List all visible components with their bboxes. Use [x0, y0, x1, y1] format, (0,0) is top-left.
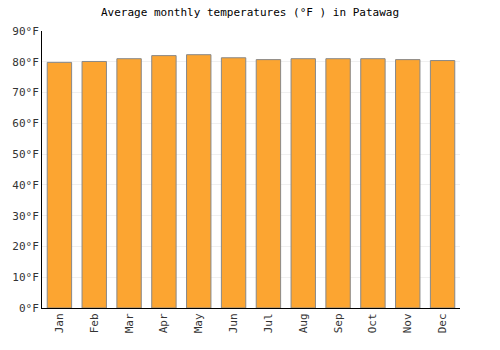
svg-text:90°F: 90°F: [12, 25, 39, 38]
svg-text:May: May: [192, 313, 205, 333]
svg-text:50°F: 50°F: [12, 148, 39, 161]
svg-text:Sep: Sep: [332, 313, 345, 333]
svg-text:Jun: Jun: [227, 313, 240, 333]
svg-text:Jul: Jul: [262, 313, 275, 333]
svg-text:40°F: 40°F: [12, 179, 39, 192]
svg-text:Mar: Mar: [123, 313, 136, 333]
svg-text:20°F: 20°F: [12, 240, 39, 253]
svg-text:Nov: Nov: [401, 313, 414, 333]
svg-text:Average monthly temperatures (: Average monthly temperatures (°F ) in Pa…: [101, 6, 399, 19]
svg-text:Aug: Aug: [297, 313, 310, 333]
svg-text:60°F: 60°F: [12, 117, 39, 130]
svg-text:Oct: Oct: [366, 313, 379, 333]
svg-text:Dec: Dec: [436, 313, 449, 333]
svg-text:0°F: 0°F: [19, 302, 39, 315]
svg-text:Apr: Apr: [157, 313, 170, 333]
svg-text:Feb: Feb: [88, 313, 101, 333]
svg-text:10°F: 10°F: [12, 271, 39, 284]
svg-text:80°F: 80°F: [12, 56, 39, 69]
svg-text:70°F: 70°F: [12, 86, 39, 99]
svg-text:30°F: 30°F: [12, 210, 39, 223]
svg-text:Jan: Jan: [53, 313, 66, 333]
